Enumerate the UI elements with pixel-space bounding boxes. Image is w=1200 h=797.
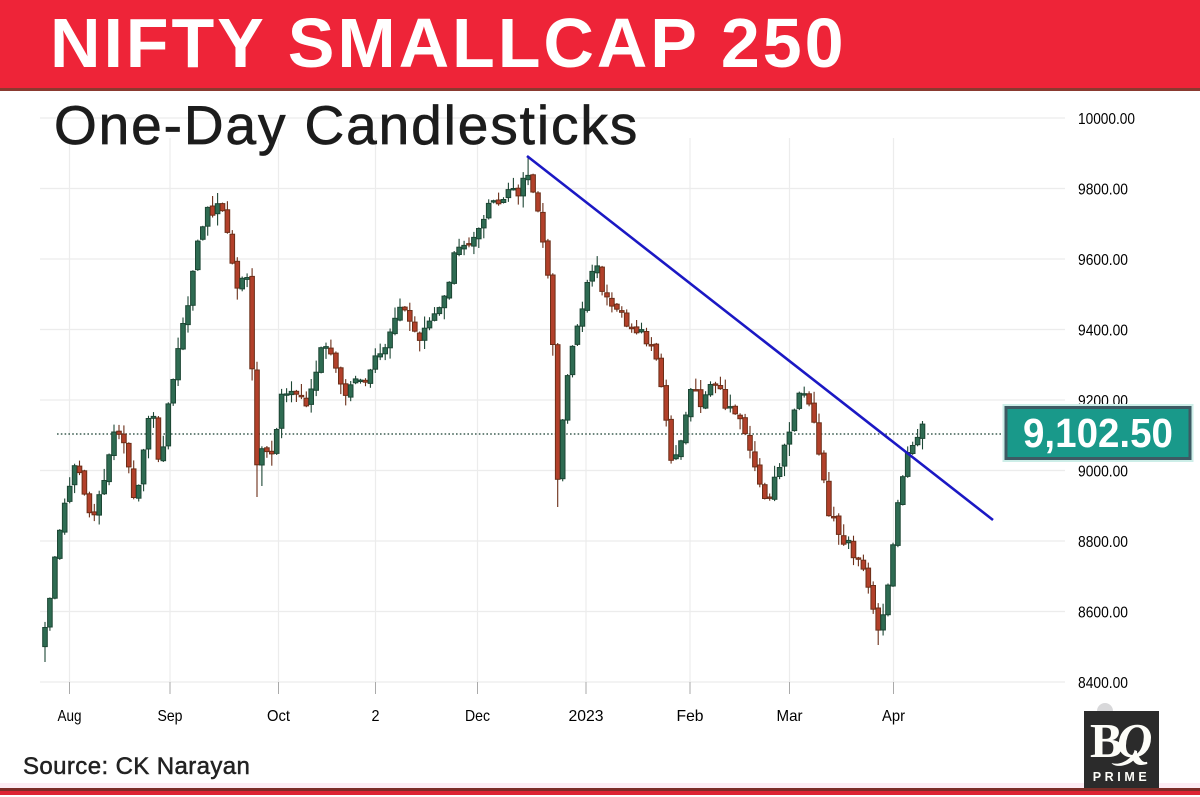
svg-text:PRIME: PRIME bbox=[1093, 770, 1151, 784]
svg-text:9400.00: 9400.00 bbox=[1078, 322, 1128, 339]
svg-text:Apr: Apr bbox=[882, 708, 906, 725]
svg-text:8600.00: 8600.00 bbox=[1078, 604, 1128, 621]
svg-text:8800.00: 8800.00 bbox=[1078, 534, 1128, 551]
svg-text:Sep: Sep bbox=[158, 708, 183, 725]
svg-text:8400.00: 8400.00 bbox=[1078, 675, 1128, 692]
svg-text:B: B bbox=[1090, 713, 1123, 768]
svg-text:Dec: Dec bbox=[465, 708, 490, 725]
svg-text:Q: Q bbox=[1117, 713, 1152, 768]
svg-text:10000.00: 10000.00 bbox=[1078, 111, 1135, 128]
svg-text:9,102.50: 9,102.50 bbox=[1023, 410, 1173, 456]
svg-text:9000.00: 9000.00 bbox=[1078, 463, 1128, 480]
svg-text:Oct: Oct bbox=[267, 708, 291, 725]
svg-text:Feb: Feb bbox=[677, 708, 704, 725]
svg-text:Mar: Mar bbox=[777, 708, 804, 725]
svg-text:Aug: Aug bbox=[58, 708, 82, 725]
svg-text:9600.00: 9600.00 bbox=[1078, 252, 1128, 269]
svg-text:2023: 2023 bbox=[569, 708, 604, 725]
svg-text:9800.00: 9800.00 bbox=[1078, 181, 1128, 198]
svg-text:2: 2 bbox=[372, 708, 380, 725]
